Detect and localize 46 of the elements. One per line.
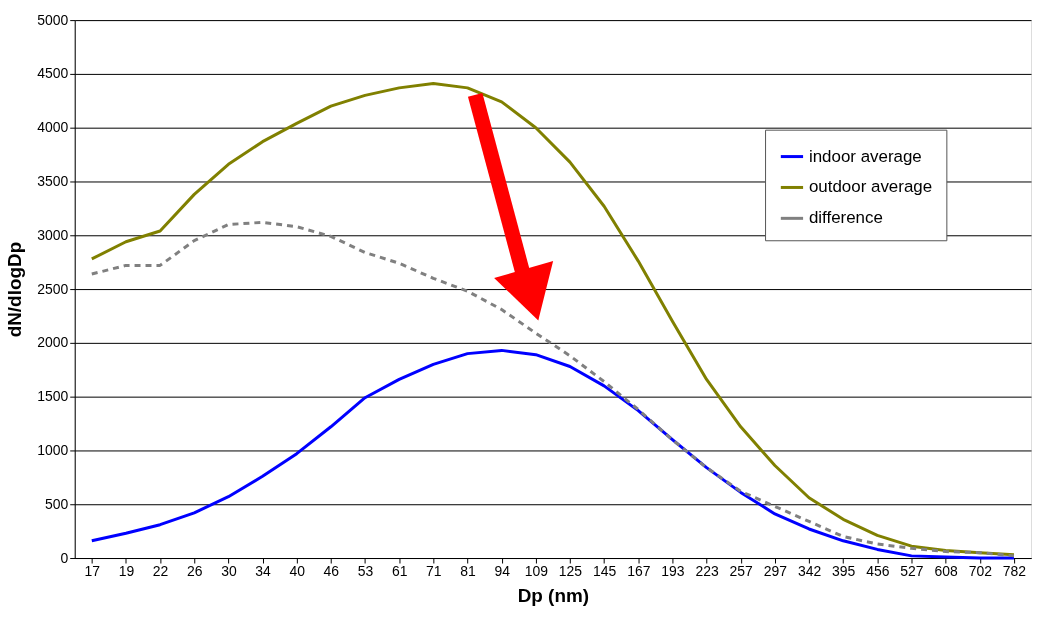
x-tick-label: 125: [558, 563, 583, 580]
y-tick-label: 2000: [37, 334, 69, 351]
y-tick-label: 500: [44, 495, 69, 512]
y-axis-title: dN/dlogDp: [4, 241, 26, 338]
x-tick-label: 145: [592, 563, 617, 580]
x-tick-label: 456: [866, 563, 890, 580]
y-tick-label: 3500: [37, 172, 69, 189]
x-tick-label: 395: [832, 563, 856, 580]
x-tick-label: 257: [729, 563, 754, 580]
legend-label: difference: [808, 208, 883, 228]
line-series: [90, 348, 1016, 560]
x-tick-label: 782: [1002, 563, 1027, 580]
x-tick-label: 71: [426, 563, 442, 580]
x-tick-label: 22: [152, 563, 169, 580]
x-tick-label: 342: [797, 563, 822, 580]
y-tick-label: 1000: [37, 441, 69, 458]
x-tick-label: 608: [934, 563, 959, 580]
y-tick-label: 4000: [37, 119, 69, 136]
x-tick-label: 167: [627, 563, 651, 580]
x-tick-label: 527: [900, 563, 924, 580]
x-tick-label: 30: [221, 563, 237, 580]
y-tick-label: 2500: [37, 280, 69, 297]
x-tick-label: 193: [661, 563, 685, 580]
x-tick-label: 26: [186, 563, 203, 580]
x-tick-label: 61: [391, 563, 408, 580]
x-tick-label: 109: [524, 563, 549, 580]
x-tick-label: 81: [460, 563, 476, 580]
x-tick-label: 297: [763, 563, 788, 580]
x-tick-label: 40: [289, 563, 306, 580]
y-tick-label: 1500: [37, 388, 69, 405]
y-tick-label: 5000: [37, 11, 69, 28]
x-tick-label: 94: [494, 563, 511, 580]
y-tick-label: 4500: [37, 65, 69, 82]
x-tick-label: 34: [255, 563, 272, 580]
legend-label: indoor average: [808, 146, 922, 166]
x-tick-label: 702: [968, 563, 993, 580]
x-tick-label: 223: [695, 563, 719, 580]
x-axis-title: Dp (nm): [517, 585, 590, 607]
x-tick-label: 19: [118, 563, 135, 580]
x-tick-label: 46: [323, 563, 340, 580]
y-tick-label: 0: [60, 549, 69, 566]
legend-label: outdoor average: [808, 177, 933, 197]
line-series: [90, 82, 1016, 557]
x-tick-label: 53: [357, 563, 374, 580]
y-tick-label: 3000: [37, 226, 69, 243]
x-tick-label: 17: [84, 563, 101, 580]
